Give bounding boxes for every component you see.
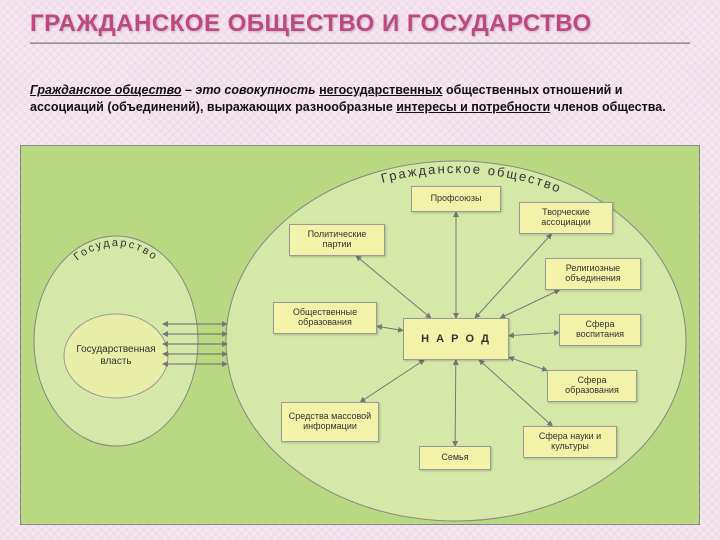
node-tvorch: Творческие ассоциации <box>519 202 613 234</box>
def-dash: – это совокупность <box>182 83 320 97</box>
node-sfera-obr: Сфера образования <box>547 370 637 402</box>
definition-paragraph: Гражданское общество – это совокупность … <box>30 82 690 116</box>
page-title: ГРАЖДАНСКОЕ ОБЩЕСТВО И ГОСУДАРСТВО <box>30 10 690 38</box>
node-obsh-obr: Общественные образования <box>273 302 377 334</box>
def-tail: членов общества. <box>550 100 666 114</box>
node-nauka: Сфера науки и культуры <box>523 426 617 458</box>
def-u1: негосударственных <box>319 83 442 97</box>
node-relig: Религиозные объединения <box>545 258 641 290</box>
node-smi: Средства массовой информации <box>281 402 379 442</box>
node-politparties: Политические партии <box>289 224 385 256</box>
node-vospit: Сфера воспитания <box>559 314 641 346</box>
diagram-panel: ГосударствоГражданское обществоГосударст… <box>20 145 700 525</box>
title-band: ГРАЖДАНСКОЕ ОБЩЕСТВО И ГОСУДАРСТВО <box>30 10 690 44</box>
node-semya: Семья <box>419 446 491 470</box>
def-term: Гражданское общество <box>30 83 182 97</box>
node-center: Н А Р О Д <box>403 318 509 360</box>
def-u2: интересы и потребности <box>396 100 550 114</box>
node-profsoyuzy: Профсоюзы <box>411 186 501 212</box>
title-underline <box>30 42 690 44</box>
